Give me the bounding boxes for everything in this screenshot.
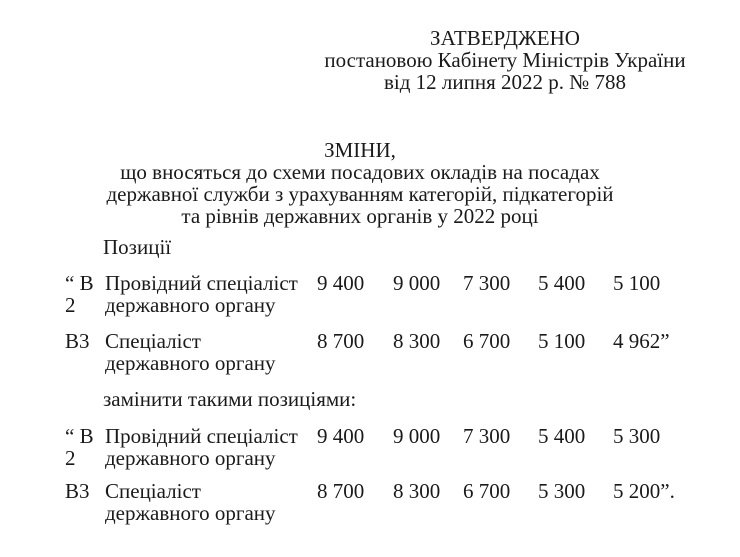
row-value: 9 000 bbox=[393, 271, 441, 295]
row-value: 9 400 bbox=[317, 424, 365, 448]
approval-line-2: постановою Кабінету Міністрів України bbox=[324, 48, 686, 72]
row-value: 9 400 bbox=[317, 271, 365, 295]
row-value: 5 300 bbox=[538, 479, 586, 503]
row-value: 6 700 bbox=[463, 329, 511, 353]
row-code: В3 bbox=[65, 329, 90, 353]
row-value: 9 000 bbox=[393, 424, 441, 448]
table-row-after-2: В3 Спеціаліст державного органу 8 700 8 … bbox=[65, 480, 735, 526]
row-value: 5 100 bbox=[613, 271, 661, 295]
row-title: Провідний спеціаліст державного органу bbox=[105, 424, 298, 470]
row-title: Спеціаліст державного органу bbox=[105, 329, 276, 375]
replace-label: замінити такими позиціями: bbox=[103, 387, 357, 411]
row-value: 5 100 bbox=[538, 329, 586, 353]
approval-line-3: від 12 липня 2022 р. № 788 bbox=[383, 70, 627, 94]
approval-line-1: ЗАТВЕРДЖЕНО bbox=[430, 26, 580, 50]
row-value: 7 300 bbox=[463, 271, 511, 295]
row-value: 8 300 bbox=[393, 329, 441, 353]
row-value: 4 962” bbox=[613, 329, 670, 353]
table-row-after-1: “ В 2 Провідний спеціаліст державного ор… bbox=[65, 425, 735, 471]
table-row-before-1: “ В 2 Провідний спеціаліст державного ор… bbox=[65, 272, 735, 318]
table-row-before-2: В3 Спеціаліст державного органу 8 700 8 … bbox=[65, 330, 735, 376]
row-value: 8 700 bbox=[317, 329, 365, 353]
positions-label: Позиції bbox=[103, 235, 172, 259]
document-title: ЗМІНИ, що вносяться до схеми посадових о… bbox=[55, 139, 665, 227]
title-line-2: що вносяться до схеми посадових окладів … bbox=[120, 160, 600, 184]
row-value: 7 300 bbox=[463, 424, 511, 448]
row-code: “ В 2 bbox=[65, 424, 94, 470]
row-value: 5 400 bbox=[538, 271, 586, 295]
row-value: 8 300 bbox=[393, 479, 441, 503]
title-line-4: та рівнів державних органів у 2022 році bbox=[181, 204, 539, 228]
row-title: Провідний спеціаліст державного органу bbox=[105, 271, 298, 317]
row-code: В3 bbox=[65, 479, 90, 503]
row-value: 5 400 bbox=[538, 424, 586, 448]
row-value: 8 700 bbox=[317, 479, 365, 503]
approval-block: ЗАТВЕРДЖЕНО постановою Кабінету Міністрі… bbox=[270, 27, 740, 93]
title-line-1: ЗМІНИ, bbox=[324, 138, 396, 162]
row-value: 5 300 bbox=[613, 424, 661, 448]
row-value: 6 700 bbox=[463, 479, 511, 503]
row-code: “ В 2 bbox=[65, 271, 94, 317]
row-value: 5 200”. bbox=[613, 479, 675, 503]
title-line-3: державної служби з урахуванням категорій… bbox=[106, 182, 614, 206]
row-title: Спеціаліст державного органу bbox=[105, 479, 276, 525]
